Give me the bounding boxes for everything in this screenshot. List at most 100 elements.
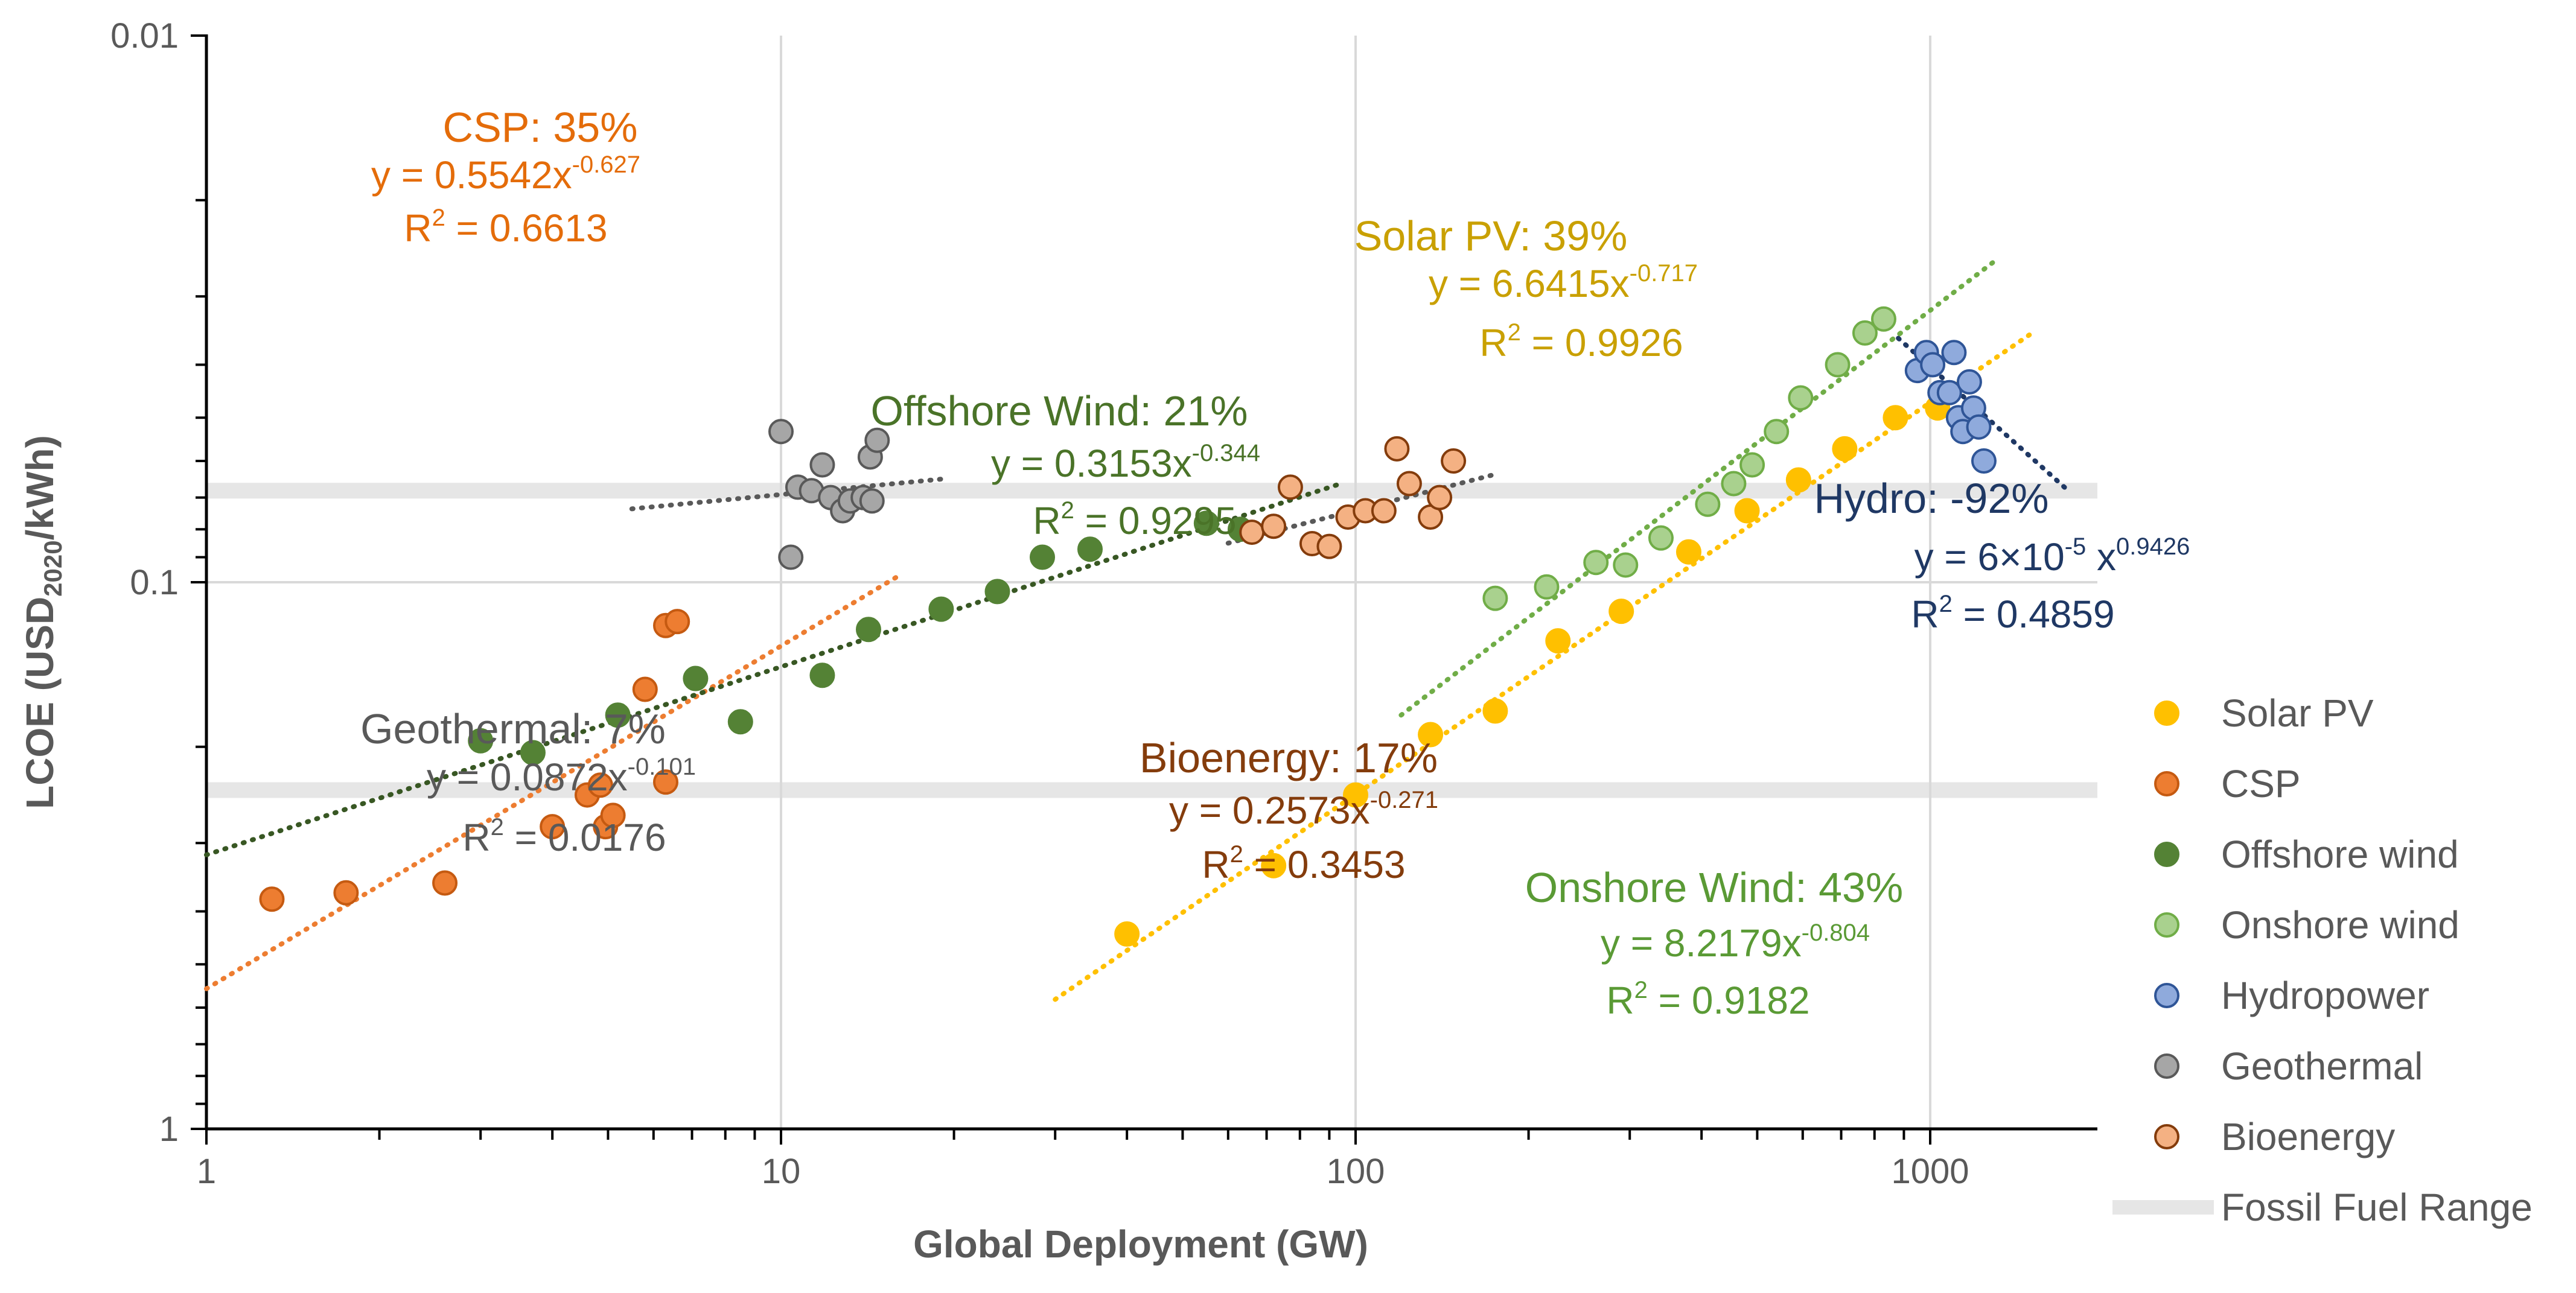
annotation-solar-pv: Solar PV: 39%y = 6.6415x-0.717 R2 = 0.992…	[1354, 212, 1698, 364]
equation-prefix: y =	[991, 442, 1054, 485]
data-point-offshore-wind	[605, 702, 631, 728]
data-point-solar-pv	[1418, 722, 1444, 748]
data-point-solar-pv	[1482, 698, 1508, 724]
annotation-title: Onshore Wind: 43%	[1525, 864, 1903, 911]
data-point-solar-pv	[1343, 782, 1368, 808]
r-squared-value: = 0.4859	[1953, 592, 2115, 636]
data-point-offshore-wind	[1193, 510, 1219, 536]
equation-exponent: -0.271	[1370, 787, 1438, 813]
annotation-equation: y = 0.2573x-0.271	[1169, 787, 1438, 832]
data-point-csp	[665, 609, 690, 635]
equation-exponent: -0.344	[1192, 440, 1260, 466]
data-point-bioenergy	[1371, 498, 1397, 524]
equation-prefix: y =	[1429, 262, 1492, 305]
data-point-csp	[333, 880, 359, 906]
data-point-offshore-wind	[855, 617, 881, 643]
data-point-geothermal	[859, 488, 885, 514]
legend-marker-bioenergy	[2154, 1124, 2179, 1149]
trendline-onshore-wind	[1398, 258, 1998, 718]
data-point-geothermal	[864, 427, 890, 453]
annotation-csp: CSP: 35%y = 0.5542x-0.627 R2 = 0.6613	[371, 104, 640, 250]
r-squared-value: = 0.3453	[1243, 843, 1406, 886]
x-tick-label: 100	[1327, 1152, 1385, 1191]
axes: 1 10 100 1000 1 0.1 0.01	[110, 16, 2097, 1191]
data-point-offshore-wind	[1077, 536, 1103, 562]
data-point-onshore-wind	[1534, 574, 1560, 600]
r-squared-value: = 0.6613	[445, 206, 608, 250]
data-point-bioenergy	[1396, 471, 1422, 497]
equation-prefix: y =	[1169, 789, 1232, 832]
equation-exponent: -0.717	[1630, 260, 1698, 287]
y-tick-label: 0.01	[110, 16, 179, 56]
equation-exponent: -0.101	[628, 754, 696, 780]
equation-coefficient: 0.3153x	[1054, 442, 1192, 485]
legend-label-bioenergy: Bioenergy	[2221, 1115, 2395, 1158]
r-squared-symbol: R	[1606, 979, 1634, 1022]
data-point-hydropower	[1966, 414, 1992, 440]
annotation-equation: y = 6×10-5 x0.9426	[1914, 533, 2190, 579]
annotation-r-squared: R2 = 0.0176	[462, 814, 666, 859]
data-point-onshore-wind	[1825, 352, 1851, 378]
annotation-r-squared: R2 = 0.9926	[1479, 319, 1683, 364]
equation-coefficient: 0.0872x	[490, 755, 628, 799]
x-axis-title: Global Deployment (GW)	[913, 1222, 1368, 1266]
y-axis-title-suffix: /kWh)	[18, 435, 62, 540]
equation-prefix: y =	[427, 755, 490, 799]
legend-label-csp: CSP	[2221, 762, 2301, 805]
r-squared-symbol: R	[462, 816, 490, 859]
r-squared-superscript: 2	[491, 814, 504, 840]
data-point-offshore-wind	[468, 728, 494, 754]
equation-coefficient-exponent: -5	[2065, 533, 2087, 560]
annotation-equation: y = 8.2179x-0.804	[1601, 920, 1870, 965]
data-point-hydropower	[1920, 352, 1946, 378]
legend-label-hydropower: Hydropower	[2221, 974, 2429, 1017]
y-tick-label: 0.1	[130, 563, 179, 602]
data-point-bioenergy	[1261, 513, 1287, 539]
y-axis-title: LCOE (USD2020/kWh)	[18, 435, 67, 809]
data-point-solar-pv	[1883, 405, 1908, 431]
annotation-equation: y = 6.6415x-0.717	[1429, 260, 1698, 305]
data-point-bioenergy	[1441, 448, 1467, 474]
annotation-title: CSP: 35%	[443, 104, 638, 151]
data-point-offshore-wind	[984, 579, 1010, 605]
annotation-bioenergy: Bioenergy: 17% y = 0.2573x-0.271 R2 = 0.34…	[1140, 734, 1438, 886]
data-point-solar-pv	[1545, 628, 1571, 654]
annotation-title: Geothermal: 7%	[360, 705, 666, 752]
data-point-csp	[600, 802, 626, 828]
data-point-solar-pv	[1785, 467, 1811, 493]
r-squared-symbol: R	[1033, 499, 1060, 542]
r-squared-symbol: R	[1911, 592, 1939, 636]
equation-coefficient: 6×10	[1978, 535, 2065, 579]
y-tick-label: 1	[159, 1110, 179, 1149]
annotation-equation: y = 0.0872x-0.101	[427, 754, 696, 799]
annotation-offshore-wind: Offshore Wind: 21% y = 0.3153x-0.344 R2 = …	[870, 387, 1260, 542]
equation-exponent: -0.804	[1802, 920, 1870, 946]
equation-exponent: 0.9426	[2116, 533, 2190, 560]
legend-marker-solar-pv	[2154, 701, 2179, 726]
data-point-solar-pv	[1734, 498, 1760, 524]
x-tick-label: 1	[197, 1152, 216, 1191]
data-point-csp	[632, 676, 658, 702]
data-point-onshore-wind	[1482, 585, 1508, 611]
r-squared-superscript: 2	[1061, 497, 1074, 524]
annotation-r-squared: R2 = 0.9295	[1033, 497, 1236, 542]
data-points	[259, 306, 1997, 947]
trendline-csp	[204, 573, 901, 991]
annotation-geothermal: Geothermal: 7%y = 0.0872x-0.101 R2 = 0.01…	[360, 705, 696, 859]
gridlines	[206, 36, 2097, 1130]
equation-coefficient: 0.2573x	[1232, 789, 1370, 832]
r-squared-value: = 0.9182	[1648, 979, 1810, 1022]
legend-label-onshore-wind: Onshore wind	[2221, 903, 2460, 947]
equation-prefix: y =	[1914, 535, 1978, 579]
equation-exponent: -0.627	[572, 151, 640, 178]
r-squared-superscript: 2	[432, 205, 445, 231]
annotation-hydropower: Hydro: -92% y = 6×10-5 x0.9426 R2 = 0.4859	[1814, 475, 2190, 636]
trendline-solar-pv	[1053, 331, 2034, 1002]
r-squared-symbol: R	[1479, 321, 1507, 364]
legend-label-solar-pv: Solar PV	[2221, 691, 2374, 735]
annotation-r-squared: R2 = 0.6613	[404, 205, 607, 250]
annotation-equation: y = 0.5542x-0.627	[371, 151, 640, 197]
data-point-geothermal	[778, 544, 804, 570]
